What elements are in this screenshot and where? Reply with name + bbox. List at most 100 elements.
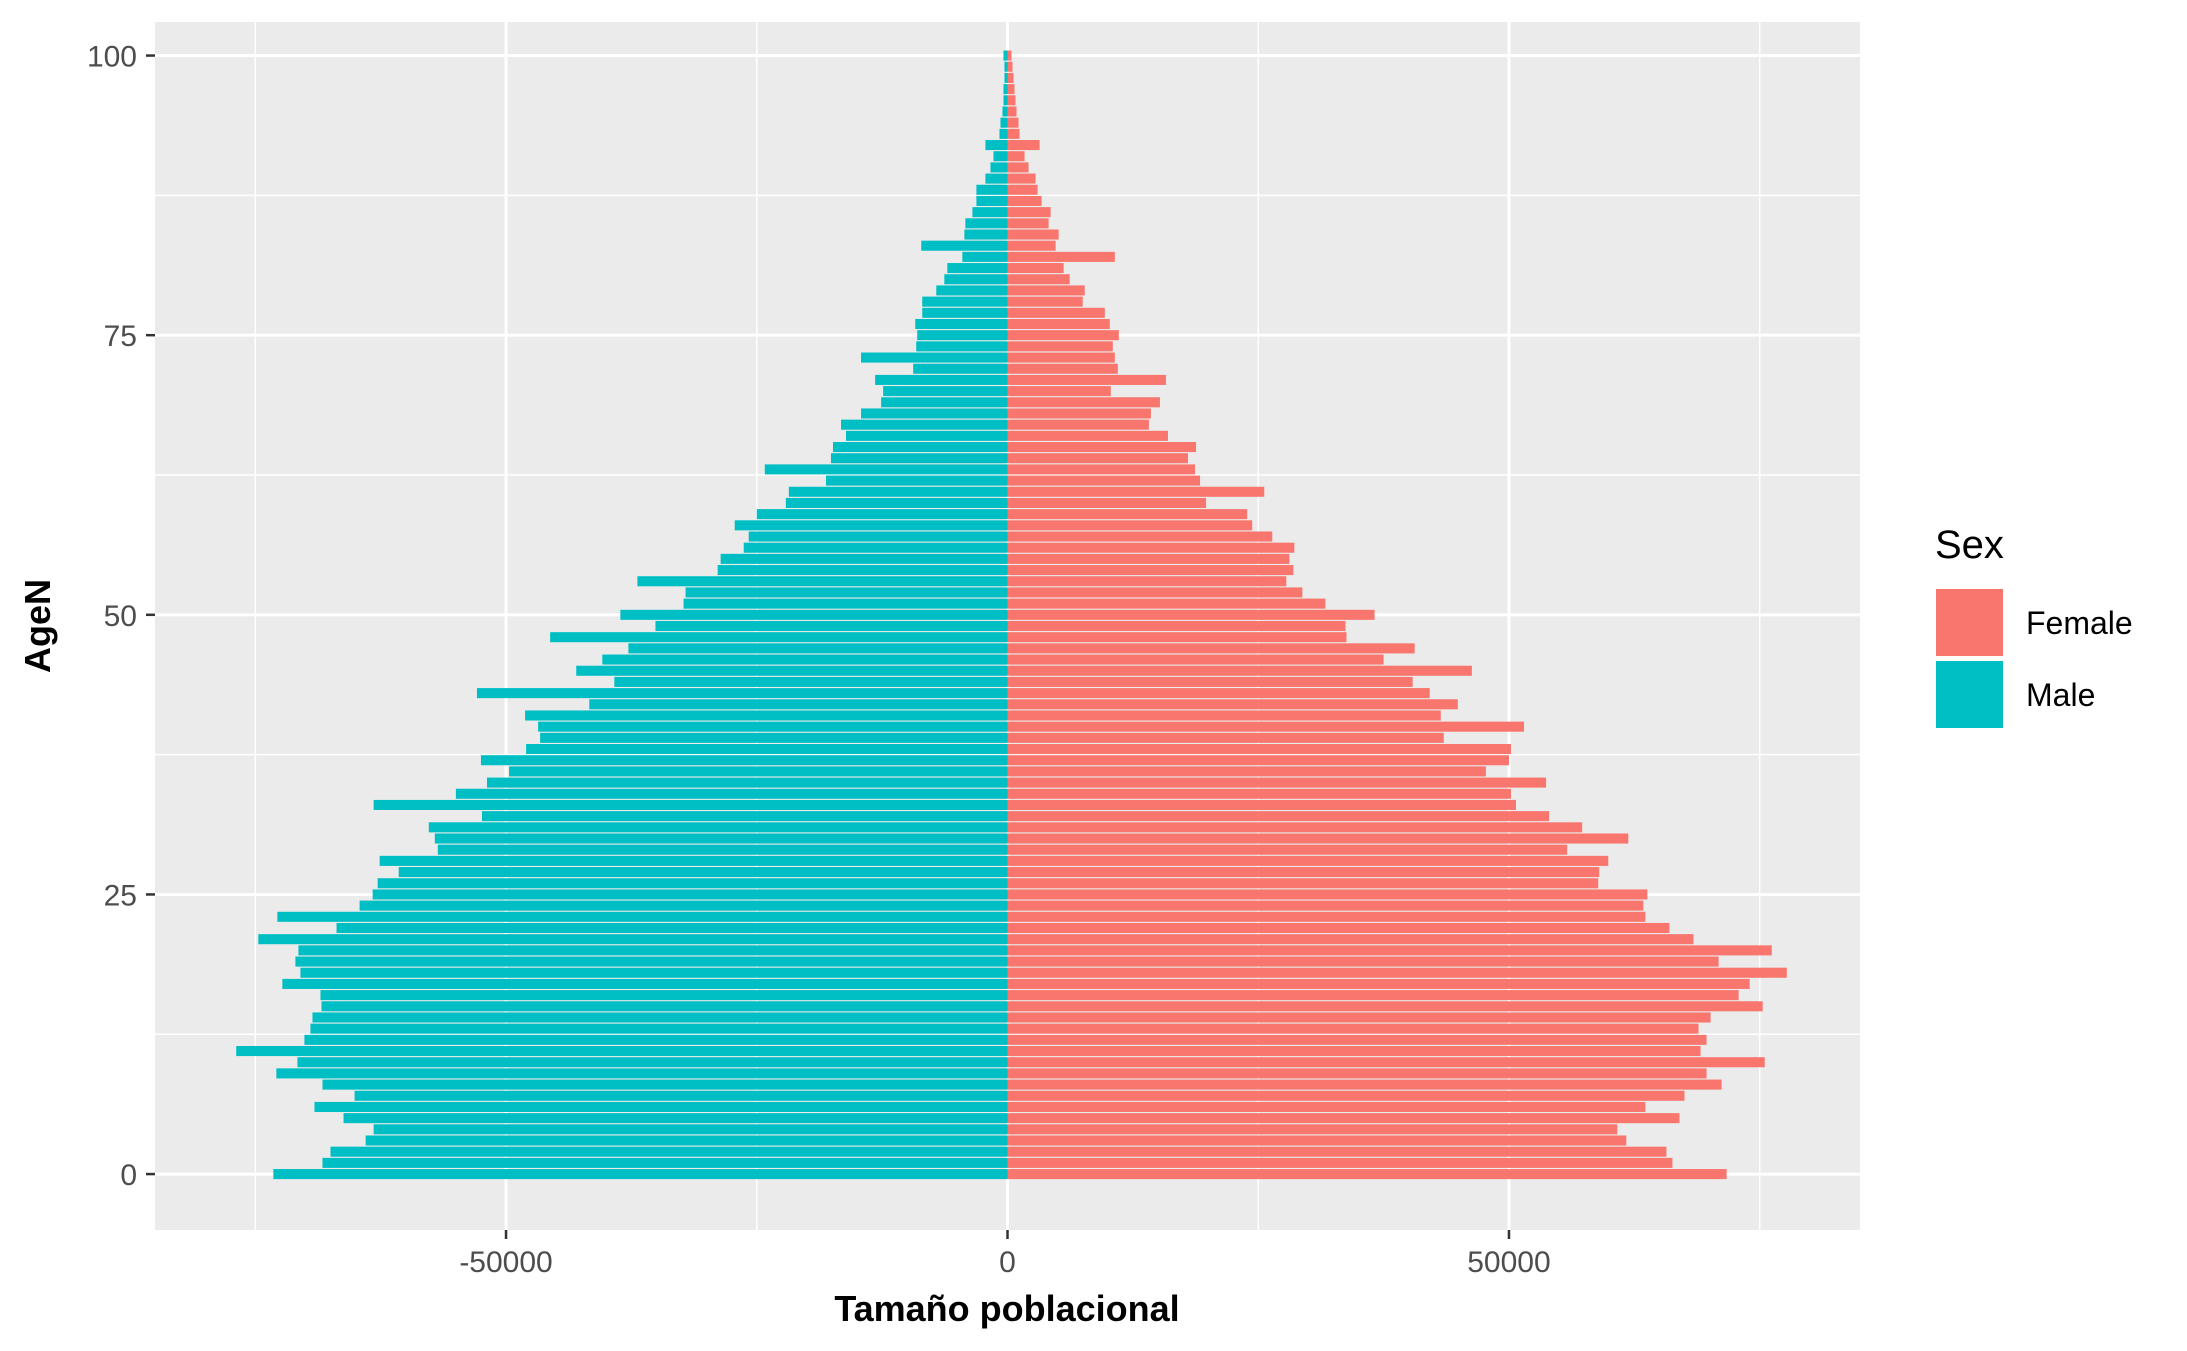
bar-male-age-20 <box>298 945 1008 956</box>
bar-female-age-16 <box>1007 990 1739 1001</box>
bar-female-age-71 <box>1007 374 1166 385</box>
y-axis-ticks: 0 25 50 75 100 <box>87 41 155 1192</box>
bar-female-age-77 <box>1007 307 1105 318</box>
bar-female-age-22 <box>1007 922 1670 934</box>
bar-female-age-83 <box>1007 240 1056 251</box>
bar-female-age-23 <box>1007 911 1646 922</box>
bar-female-age-87 <box>1007 195 1042 206</box>
bar-male-age-67 <box>841 419 1008 430</box>
bar-female-age-62 <box>1007 475 1201 486</box>
bar-male-age-69 <box>881 397 1008 408</box>
bar-female-age-49 <box>1007 620 1346 632</box>
bar-male-age-88 <box>976 184 1008 195</box>
bar-female-age-65 <box>1007 442 1197 453</box>
bar-male-age-59 <box>756 509 1008 520</box>
bar-female-age-89 <box>1007 173 1036 184</box>
bar-male-age-45 <box>576 665 1008 676</box>
bar-female-age-26 <box>1007 878 1599 889</box>
bar-male-age-9 <box>276 1068 1008 1079</box>
bar-male-age-63 <box>764 464 1008 475</box>
bar-female-age-74 <box>1007 341 1113 352</box>
bar-female-age-79 <box>1007 285 1085 296</box>
bar-female-age-84 <box>1007 229 1059 240</box>
bar-female-age-78 <box>1007 296 1083 307</box>
bar-female-age-34 <box>1007 788 1511 799</box>
bar-female-age-25 <box>1007 889 1648 900</box>
bar-male-age-43 <box>476 688 1008 699</box>
bar-female-age-66 <box>1007 430 1168 441</box>
bar-male-age-80 <box>944 274 1008 285</box>
bar-male-age-33 <box>373 799 1008 810</box>
bar-male-age-54 <box>717 565 1008 576</box>
bar-female-age-27 <box>1007 867 1600 878</box>
bar-female-age-4 <box>1007 1124 1618 1135</box>
bar-male-age-62 <box>825 475 1008 486</box>
bar-female-age-86 <box>1007 207 1051 218</box>
bar-female-age-95 <box>1007 106 1017 117</box>
bar-male-age-11 <box>236 1046 1008 1057</box>
bar-female-age-76 <box>1007 318 1110 330</box>
bar-female-age-45 <box>1007 665 1472 676</box>
y-tick-label: 75 <box>104 320 137 353</box>
bar-female-age-52 <box>1007 587 1303 598</box>
bar-male-age-46 <box>602 654 1008 665</box>
bar-female-age-20 <box>1007 945 1772 956</box>
bar-male-age-64 <box>830 453 1008 464</box>
bar-male-age-37 <box>480 755 1008 766</box>
bar-female-age-17 <box>1007 978 1750 989</box>
bar-male-age-13 <box>310 1023 1008 1034</box>
bar-female-age-48 <box>1007 632 1347 643</box>
bar-female-age-60 <box>1007 497 1207 508</box>
bar-male-age-97 <box>1003 84 1008 95</box>
bar-male-age-86 <box>972 207 1008 218</box>
bar-male-age-21 <box>258 934 1008 945</box>
bar-male-age-93 <box>999 128 1008 139</box>
bar-female-age-10 <box>1007 1057 1765 1068</box>
bar-male-age-56 <box>743 542 1008 553</box>
bar-male-age-51 <box>683 598 1008 609</box>
bar-female-age-3 <box>1007 1135 1627 1146</box>
bar-male-age-10 <box>297 1057 1008 1068</box>
bar-male-age-23 <box>277 911 1008 922</box>
bar-female-age-70 <box>1007 386 1111 397</box>
bar-male-age-38 <box>526 744 1008 755</box>
bar-female-age-99 <box>1007 61 1013 72</box>
bar-male-age-66 <box>846 430 1008 441</box>
bar-female-age-43 <box>1007 688 1430 699</box>
bar-male-age-91 <box>993 151 1008 162</box>
bar-female-age-18 <box>1007 967 1787 978</box>
bar-female-age-39 <box>1007 732 1444 743</box>
bar-male-age-71 <box>875 374 1008 385</box>
bars-male-series <box>236 50 1008 1180</box>
bar-male-age-26 <box>377 878 1008 889</box>
bar-male-age-72 <box>913 363 1008 374</box>
bar-male-age-61 <box>788 486 1008 497</box>
bar-male-age-84 <box>964 229 1008 240</box>
bar-male-age-42 <box>589 699 1008 710</box>
bar-male-age-53 <box>637 576 1008 587</box>
bar-male-age-8 <box>322 1079 1008 1090</box>
y-tick-label: 0 <box>120 1159 137 1192</box>
bar-male-age-29 <box>437 844 1008 855</box>
bar-female-age-53 <box>1007 576 1287 587</box>
bar-male-age-77 <box>922 307 1008 318</box>
bar-female-age-88 <box>1007 184 1038 195</box>
bar-female-age-28 <box>1007 855 1609 866</box>
bar-female-age-12 <box>1007 1034 1707 1045</box>
bar-female-age-58 <box>1007 520 1253 531</box>
bar-male-age-96 <box>1003 95 1008 106</box>
x-tick-label: -50000 <box>459 1246 552 1279</box>
bar-male-age-18 <box>300 967 1008 978</box>
bar-female-age-68 <box>1007 408 1151 419</box>
bar-female-age-33 <box>1007 799 1516 810</box>
bar-female-age-24 <box>1007 900 1644 911</box>
y-axis-title: AgeN <box>17 579 58 673</box>
bar-female-age-46 <box>1007 654 1384 665</box>
bar-female-age-19 <box>1007 956 1719 967</box>
bar-male-age-98 <box>1004 72 1008 83</box>
bar-male-age-0 <box>273 1169 1008 1180</box>
bar-male-age-79 <box>936 285 1008 296</box>
bar-male-age-47 <box>628 643 1008 654</box>
bar-female-age-31 <box>1007 822 1583 833</box>
bar-female-age-1 <box>1007 1157 1673 1168</box>
